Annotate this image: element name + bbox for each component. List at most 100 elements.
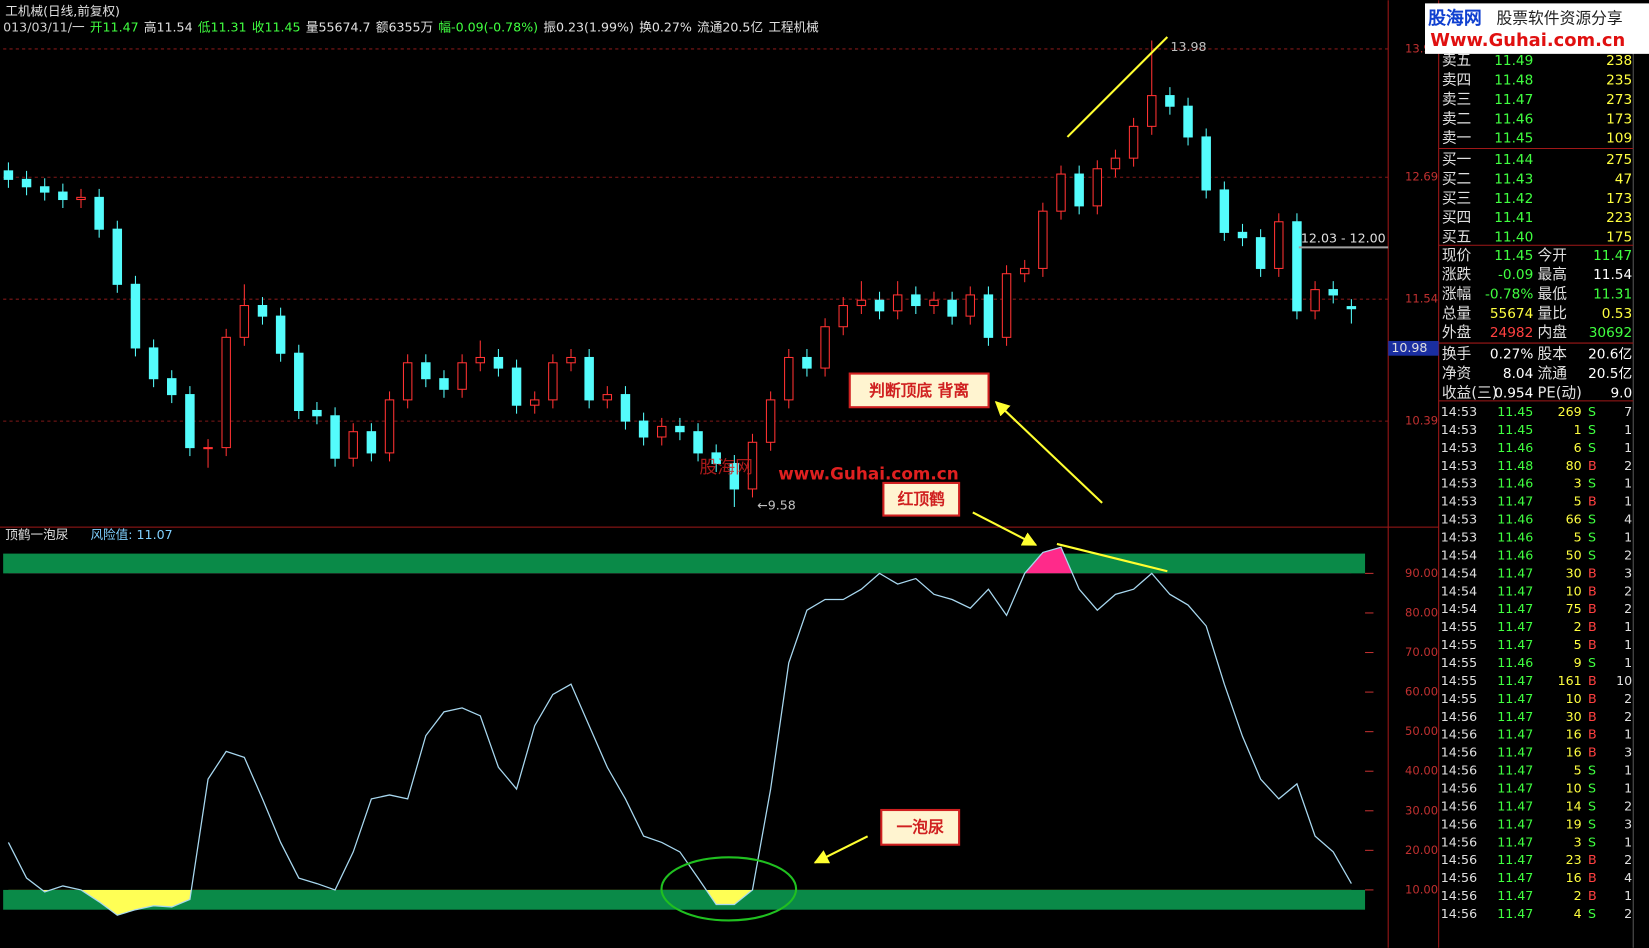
indicator-title: 顶鹤一泡尿 [5, 527, 68, 542]
tick-count: 1 [1624, 637, 1632, 652]
stat-label: 净资 [1442, 365, 1471, 382]
tick-side: B [1588, 727, 1597, 742]
tick-price: 11.47 [1497, 852, 1533, 867]
quote-item: 开11.47 [90, 19, 139, 34]
tick-side: S [1588, 512, 1596, 527]
tick-price: 11.47 [1497, 888, 1533, 903]
candle-body [275, 315, 286, 354]
watermark-site: 股海网 [699, 457, 753, 478]
tick-side: S [1588, 834, 1596, 849]
note-box [848, 372, 990, 409]
note: 判断顶底 背离 [869, 381, 969, 400]
y-tick-label: 50.00 [1405, 724, 1438, 738]
tick-count: 2 [1624, 583, 1632, 598]
candle-body [1346, 306, 1357, 310]
tick-time: 14:54 [1441, 565, 1477, 580]
stat-value: -0.09 [1498, 267, 1533, 283]
tick-volume: 9 [1574, 655, 1582, 670]
tick-time: 14:56 [1441, 709, 1477, 724]
book-volume: 235 [1606, 73, 1632, 89]
candle-body [58, 191, 68, 201]
tick-side: S [1588, 798, 1596, 813]
book-volume: 47 [1615, 171, 1632, 187]
tick-volume: 4 [1574, 906, 1582, 921]
tick-side: B [1588, 870, 1597, 885]
tick-volume: 75 [1566, 601, 1582, 616]
logo-name: 股海网 [1427, 7, 1482, 29]
indicator-panel: 90.00 80.00 70.00 60.00 50.00 40.00 30.00 20.00… [3, 546, 1438, 916]
stat-label: 总量 [1442, 305, 1472, 322]
tick-side: S [1588, 547, 1596, 562]
book-label: 买五 [1442, 228, 1471, 245]
y-tick-label: 30.00 [1405, 803, 1438, 817]
stat-label: 今开 [1538, 247, 1567, 264]
tick-count: 4 [1624, 512, 1632, 527]
book-label: 买三 [1442, 190, 1471, 207]
tick-count: 2 [1624, 458, 1632, 473]
book-volume: 109 [1606, 131, 1632, 147]
stat-label: 换手 [1442, 346, 1472, 363]
tick-count: 1 [1624, 781, 1632, 796]
indicator-line [7, 546, 1352, 916]
tick-volume: 5 [1574, 763, 1582, 778]
stat-value: 55674 [1490, 306, 1533, 322]
stat-label: 现价 [1442, 247, 1472, 264]
tick-time: 14:54 [1441, 583, 1477, 598]
candle-body [1038, 210, 1048, 269]
tick-side: B [1588, 494, 1597, 509]
tick-count: 2 [1624, 547, 1632, 562]
stat-value: 0.27% [1490, 347, 1533, 363]
tick-volume: 3 [1574, 834, 1582, 849]
y-tick-label: 10.39 [1405, 414, 1438, 428]
candle-body [330, 415, 340, 459]
tick-volume: 5 [1574, 529, 1582, 544]
tick-price: 11.47 [1497, 565, 1533, 580]
book-label: 卖四 [1442, 72, 1471, 89]
tick-count: 2 [1624, 601, 1632, 616]
candle-body [802, 356, 812, 369]
range-label: 12.03 - 12.00 [1301, 230, 1386, 245]
y-tick-label: 11.54 [1405, 292, 1438, 306]
note: 一泡尿 [897, 817, 945, 836]
tick-time: 14:56 [1441, 781, 1477, 796]
tick-time: 14:53 [1441, 512, 1477, 527]
candle-body [693, 431, 703, 454]
candle-body [439, 378, 449, 390]
tick-volume: 5 [1574, 637, 1582, 652]
book-volume: 173 [1606, 191, 1632, 207]
watermark-url: www.Guhai.com.cn [778, 464, 959, 484]
candle-body [94, 196, 104, 230]
quote-line: 013/03/11/一 开11.47 高11.54 低11.31 收11.45 量5567… [3, 19, 819, 34]
tick-price: 11.47 [1497, 816, 1533, 831]
low-fill [8, 889, 1352, 916]
tick-volume: 23 [1566, 852, 1582, 867]
y-tick-label: 60.00 [1405, 685, 1438, 699]
tick-count: 1 [1624, 655, 1632, 670]
tick-volume: 80 [1566, 458, 1582, 473]
tick-side: S [1588, 655, 1596, 670]
candle-body [366, 431, 377, 454]
book-label: 卖五 [1442, 52, 1471, 69]
tick-side: B [1588, 691, 1597, 706]
zone-band [3, 553, 1366, 574]
tick-time: 14:55 [1441, 655, 1477, 670]
candle-body [1001, 273, 1012, 338]
tick-time: 14:53 [1441, 494, 1477, 509]
quote-item: 换0.27% [639, 19, 692, 34]
candle-body [947, 299, 957, 317]
tick-side: B [1588, 852, 1597, 867]
y-tick-label: 40.00 [1405, 764, 1438, 778]
stat-value: 24982 [1490, 325, 1533, 341]
tick-count: 1 [1624, 834, 1632, 849]
tick-price: 11.46 [1497, 547, 1533, 562]
y-tick-label: 80.00 [1405, 605, 1438, 619]
candle-body [1201, 136, 1211, 191]
book-price: 11.46 [1494, 111, 1533, 127]
logo-box [1424, 3, 1649, 54]
quote-item: 额6355万 [376, 19, 433, 34]
book-price: 11.48 [1494, 73, 1533, 89]
tick-side: S [1588, 816, 1596, 831]
y-tick-label: 10.00 [1405, 882, 1438, 896]
candle-body [602, 394, 613, 401]
